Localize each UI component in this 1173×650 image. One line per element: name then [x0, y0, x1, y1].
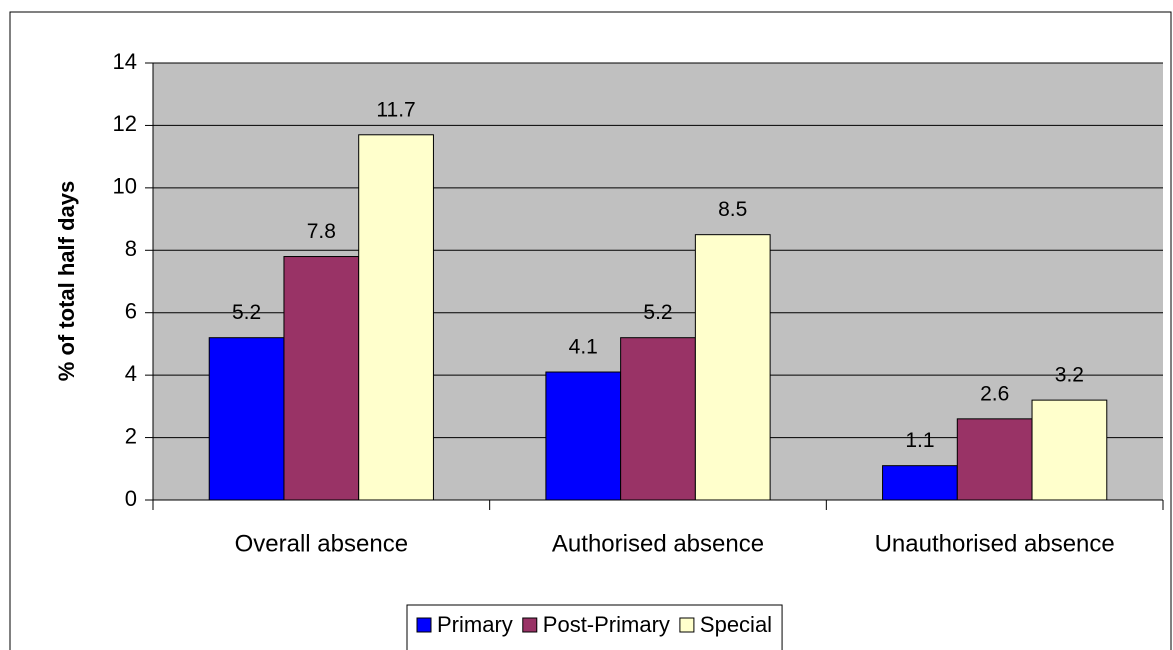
y-tick-label: 4: [125, 361, 137, 386]
data-label: 2.6: [980, 382, 1009, 405]
y-axis-label: % of total half days: [54, 181, 79, 381]
x-tick-label: Authorised absence: [552, 530, 764, 557]
bar: [882, 465, 958, 501]
bar: [694, 234, 771, 501]
legend-label: Special: [700, 612, 772, 637]
x-tick-label: Overall absence: [235, 530, 408, 557]
data-label: 7.8: [307, 220, 336, 243]
bar: [283, 256, 360, 501]
chart-border: [9, 11, 1172, 650]
legend-box: [406, 604, 783, 650]
y-tick-label: 6: [125, 299, 137, 324]
data-label: 4.1: [569, 336, 598, 359]
y-tick-label: 0: [125, 486, 137, 511]
data-label: 3.2: [1055, 364, 1084, 387]
data-label: 1.1: [905, 429, 934, 452]
legend-swatch: [416, 617, 432, 633]
legend-swatch: [522, 617, 538, 633]
data-label: 5.2: [643, 301, 672, 324]
bar: [956, 418, 1033, 501]
y-tick-label: 14: [113, 49, 137, 74]
data-label: 8.5: [718, 198, 747, 221]
y-tick-label: 8: [125, 236, 137, 261]
bar: [620, 337, 696, 501]
x-tick-label: Unauthorised absence: [875, 530, 1115, 557]
data-label: 5.2: [232, 301, 261, 324]
bar: [545, 371, 622, 501]
data-label: 11.7: [376, 98, 415, 121]
bar: [358, 134, 434, 501]
y-tick-label: 2: [125, 423, 137, 448]
bar: [208, 337, 285, 501]
legend-swatch: [679, 617, 695, 633]
bar: [1031, 399, 1108, 501]
legend-label: Primary: [437, 612, 513, 637]
y-tick-label: 10: [113, 174, 137, 199]
y-tick-label: 12: [113, 111, 137, 136]
legend-label: Post-Primary: [543, 612, 670, 637]
